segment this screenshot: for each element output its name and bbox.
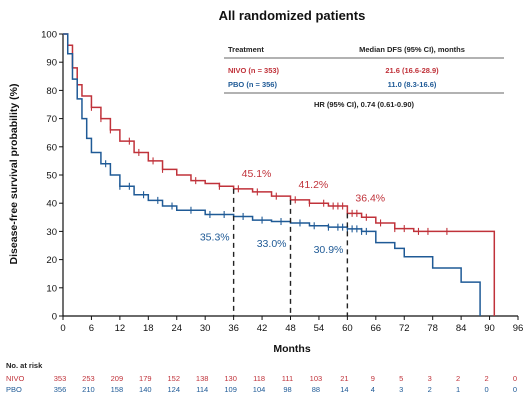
x-tick-label: 78 [427,323,438,334]
y-tick-label: 10 [46,283,57,294]
at-risk-value: 9 [371,374,375,383]
at-risk-label-pbo: PBO [6,385,22,394]
at-risk-value: 2 [456,374,460,383]
at-risk-value: 2 [428,385,432,394]
at-risk-value: 253 [82,374,95,383]
at-risk-value: 14 [340,385,348,394]
table-row-nivo-median: 21.6 (16.6-28.9) [385,66,439,75]
x-tick-label: 6 [89,323,94,334]
y-tick-label: 70 [46,114,57,125]
at-risk-value: 109 [224,385,237,394]
y-tick-label: 60 [46,142,57,153]
at-risk-value: 5 [399,374,403,383]
y-tick-label: 80 [46,86,57,97]
at-risk-value: 356 [54,385,67,394]
at-risk-value: 1 [456,385,460,394]
table-row-pbo-median: 11.0 (8.3-16.6) [388,80,437,89]
series-line-nivo [63,33,496,316]
chart-title: All randomized patients [219,8,366,23]
at-risk-value: 103 [310,374,323,383]
inset-table: Treatment Median DFS (95% CI), months NI… [224,45,504,109]
at-risk-value: 3 [399,385,403,394]
table-row-nivo-treatment: NIVO (n = 353) [228,66,280,75]
at-risk-value: 4 [371,385,375,394]
at-risk-value: 152 [167,374,180,383]
at-risk-value: 3 [428,374,432,383]
at-risk-title: No. at risk [6,361,43,370]
x-tick-label: 24 [171,323,182,334]
x-tick-label: 30 [200,323,211,334]
y-axis-label: Disease-free survival probability (%) [8,84,20,265]
at-risk-value: 98 [283,385,291,394]
x-tick-label: 18 [143,323,154,334]
at-risk-value: 209 [111,374,124,383]
at-risk-value: 138 [196,374,209,383]
annotation-nivo: 36.4% [355,192,385,204]
table-header-treatment: Treatment [228,45,264,54]
at-risk-value: 0 [513,385,517,394]
at-risk-value: 124 [167,385,180,394]
at-risk-value: 140 [139,385,152,394]
annotation-pbo: 33.0% [257,238,287,250]
at-risk-value: 130 [224,374,237,383]
y-tick-label: 30 [46,227,57,238]
at-risk-label-nivo: NIVO [6,374,25,383]
at-risk-value: 111 [282,374,293,383]
x-tick-label: 48 [285,323,296,334]
x-tick-label: 90 [484,323,495,334]
at-risk-value: 179 [139,374,152,383]
at-risk-value: 118 [253,374,265,383]
at-risk-value: 158 [111,385,124,394]
x-tick-label: 54 [314,323,325,334]
x-tick-label: 42 [257,323,268,334]
y-tick-label: 20 [46,255,57,266]
at-risk-value: 210 [82,385,95,394]
at-risk-value: 88 [312,385,320,394]
x-tick-label: 36 [228,323,239,334]
x-tick-label: 72 [399,323,410,334]
table-row-pbo-treatment: PBO (n = 356) [228,80,277,89]
at-risk-value: 21 [340,374,348,383]
at-risk-value: 353 [54,374,67,383]
at-risk-value: 2 [484,374,488,383]
x-axis-label: Months [273,343,310,355]
x-tick-label: 96 [513,323,524,334]
table-hr-text: HR (95% CI), 0.74 (0.61-0.90) [314,100,415,109]
y-tick-label: 90 [46,58,57,69]
at-risk-value: 104 [253,385,266,394]
at-risk-value: 0 [513,374,517,383]
annotation-nivo: 45.1% [242,168,272,180]
y-tick-label: 40 [46,199,57,210]
x-tick-label: 84 [456,323,467,334]
table-header-median: Median DFS (95% CI), months [359,45,465,54]
annotation-nivo: 41.2% [299,179,329,191]
y-tick-label: 50 [46,171,57,182]
series-line-pbo [63,33,481,316]
annotation-pbo: 30.9% [314,244,344,256]
y-tick-label: 100 [41,30,57,41]
x-tick-label: 66 [371,323,382,334]
annotation-pbo: 35.3% [200,231,230,243]
at-risk-value: 114 [196,385,208,394]
at-risk-value: 0 [484,385,488,394]
y-tick-label: 0 [52,312,57,323]
x-tick-label: 60 [342,323,353,334]
x-tick-label: 12 [115,323,126,334]
x-tick-label: 0 [60,323,65,334]
